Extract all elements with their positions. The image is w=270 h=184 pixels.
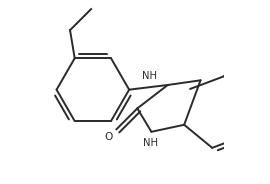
Text: NH: NH bbox=[143, 138, 158, 148]
Text: NH: NH bbox=[142, 71, 157, 82]
Text: O: O bbox=[104, 132, 113, 142]
